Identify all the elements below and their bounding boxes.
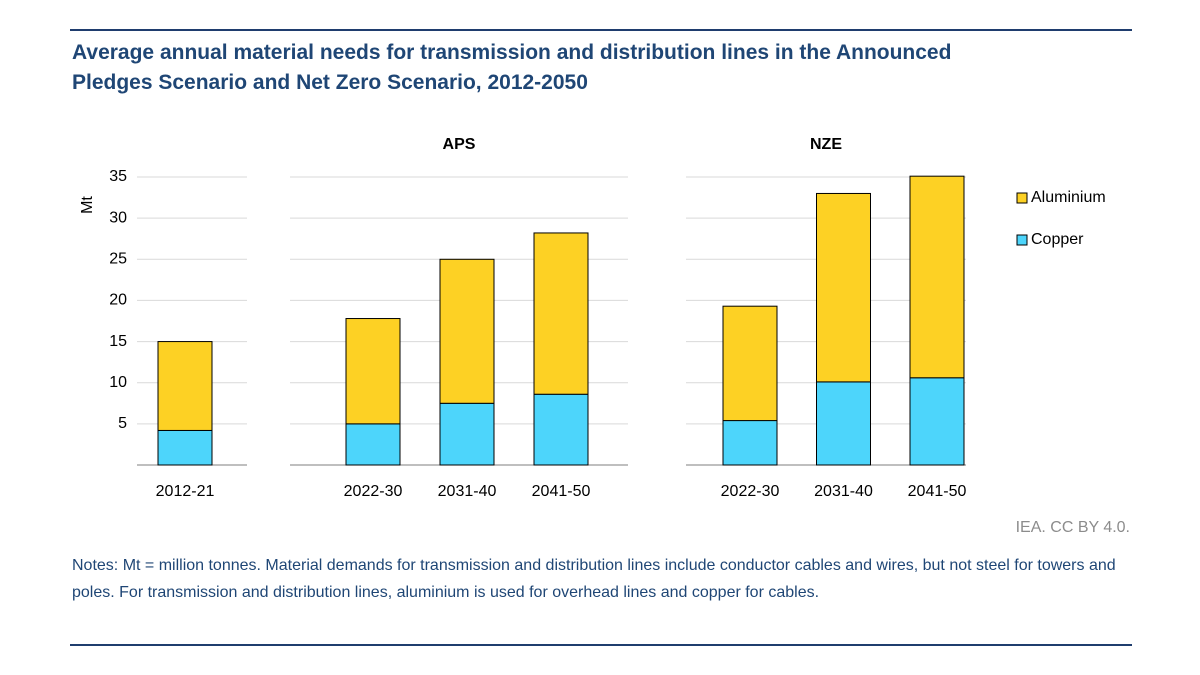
panel-title: NZE bbox=[810, 136, 842, 153]
x-tick-label: 2031-40 bbox=[438, 483, 497, 500]
bar-segment bbox=[533, 393, 589, 466]
bar-segment bbox=[345, 318, 401, 425]
bar-segment bbox=[816, 192, 871, 383]
panel-title: APS bbox=[443, 136, 476, 153]
bar-segment bbox=[157, 429, 213, 466]
source: IEA. CC BY 4.0. bbox=[1016, 519, 1130, 536]
x-tick-label: 2041-50 bbox=[532, 483, 591, 500]
bar-segment bbox=[722, 305, 778, 422]
bar-segment bbox=[909, 377, 965, 466]
y-tick-label: 30 bbox=[109, 209, 127, 226]
bar-segment bbox=[439, 258, 495, 404]
legend-label: Aluminium bbox=[1031, 189, 1106, 206]
y-tick-label: 15 bbox=[109, 333, 127, 350]
bar-segment bbox=[909, 175, 965, 379]
y-tick-label: 20 bbox=[109, 292, 127, 309]
bar-segment bbox=[439, 402, 495, 466]
top-rule bbox=[70, 29, 1132, 31]
x-tick-label: 2022-30 bbox=[344, 483, 403, 500]
bar-segment bbox=[533, 232, 589, 395]
x-tick-label: 2012-21 bbox=[156, 483, 215, 500]
y-tick-label: 35 bbox=[109, 168, 127, 185]
bar-segment bbox=[722, 420, 778, 466]
y-axis-label: Mt bbox=[79, 196, 96, 214]
y-tick-label: 25 bbox=[109, 251, 127, 268]
bar-segment bbox=[816, 381, 871, 466]
legend-swatch bbox=[1016, 192, 1028, 204]
notes: Notes: Mt = million tonnes. Material dem… bbox=[72, 557, 1116, 601]
legend-swatch bbox=[1016, 234, 1028, 246]
x-tick-label: 2022-30 bbox=[721, 483, 780, 500]
x-tick-label: 2041-50 bbox=[908, 483, 967, 500]
legend-label: Copper bbox=[1031, 231, 1084, 248]
bar-segment bbox=[345, 423, 401, 466]
y-tick-label: 10 bbox=[109, 374, 127, 391]
bottom-rule bbox=[70, 644, 1132, 646]
bar-segment bbox=[157, 341, 213, 431]
x-tick-label: 2031-40 bbox=[814, 483, 873, 500]
chart-title: Average annual material needs for transm… bbox=[72, 41, 952, 94]
y-tick-label: 5 bbox=[118, 415, 127, 432]
